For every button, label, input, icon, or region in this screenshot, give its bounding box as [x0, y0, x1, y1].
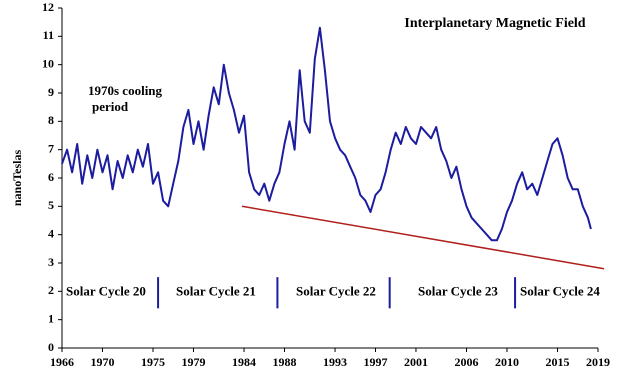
x-tick-label: 2019	[586, 355, 610, 369]
y-tick-label: 4	[48, 226, 54, 240]
y-tick-label: 11	[43, 28, 54, 42]
y-tick-label: 0	[48, 340, 54, 354]
y-tick-label: 5	[48, 198, 54, 212]
x-tick-label: 1993	[323, 355, 347, 369]
y-tick-label: 10	[42, 56, 54, 70]
x-tick-label: 1979	[181, 355, 205, 369]
x-tick-label: 1975	[141, 355, 165, 369]
x-tick-label: 1970	[90, 355, 114, 369]
y-tick-label: 7	[48, 141, 54, 155]
cycle-label: Solar Cycle 23	[418, 284, 498, 299]
y-tick-label: 9	[48, 85, 54, 99]
y-axis-label: nanoTeslas	[10, 150, 24, 207]
annotation: period	[92, 99, 129, 114]
x-tick-label: 2015	[546, 355, 570, 369]
y-tick-label: 2	[48, 283, 54, 297]
data-line	[61, 26, 592, 242]
x-tick-label: 2001	[404, 355, 428, 369]
cycle-label: Solar Cycle 22	[296, 284, 376, 299]
y-tick-label: 1	[48, 311, 54, 325]
x-tick-label: 1984	[232, 355, 256, 369]
x-tick-label: 2006	[455, 355, 479, 369]
chart-title: Interplanetary Magnetic Field	[404, 16, 585, 31]
x-tick-label: 1997	[364, 355, 388, 369]
x-tick-label: 1966	[50, 355, 74, 369]
trend-line	[241, 205, 605, 270]
cycle-label: Solar Cycle 20	[66, 284, 146, 299]
y-tick-label: 3	[48, 255, 54, 269]
x-tick-label: 1988	[272, 355, 296, 369]
y-tick-label: 12	[42, 0, 54, 14]
x-tick-label: 2010	[495, 355, 519, 369]
cycle-label: Solar Cycle 21	[176, 284, 256, 299]
annotation: 1970s cooling	[88, 83, 163, 98]
y-tick-label: 6	[48, 170, 54, 184]
y-tick-label: 8	[48, 113, 54, 127]
cycle-label: Solar Cycle 24	[520, 284, 600, 299]
